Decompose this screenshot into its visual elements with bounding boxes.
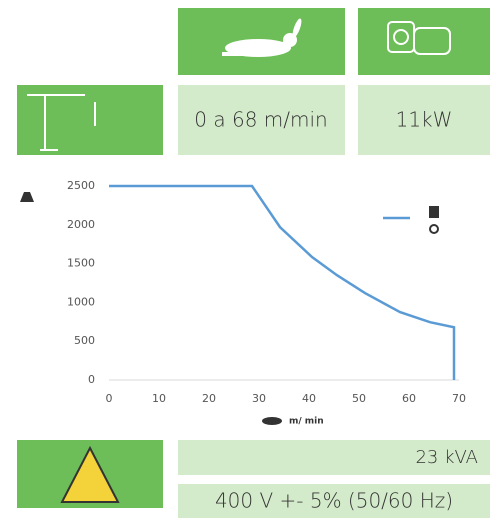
y-tick-label: 1500 xyxy=(67,257,95,270)
data-line xyxy=(109,186,454,380)
y-tick-label: 500 xyxy=(74,334,95,347)
voltage-text: 400 V +- 5% (50/60 Hz) xyxy=(215,489,453,513)
x-tick-label: 70 xyxy=(452,392,466,405)
x-tick-label: 0 xyxy=(106,392,113,405)
kva-text: 23 kVA xyxy=(415,447,478,468)
page: 0 a 68 m/min 11kW 0 500 1000 1500 2000 2500 0 1… xyxy=(0,0,503,518)
x-tick-label: 60 xyxy=(402,392,416,405)
x-tick-label: 30 xyxy=(252,392,266,405)
motor-icon-box xyxy=(358,8,490,75)
power-text: 11kW xyxy=(396,108,453,132)
x-tick-label: 20 xyxy=(202,392,216,405)
speed-text: 0 a 68 m/min xyxy=(194,108,327,132)
hook-icon xyxy=(429,206,439,233)
y-tick-label: 2000 xyxy=(67,218,95,231)
x-tick-label: 40 xyxy=(302,392,316,405)
weight-icon xyxy=(20,192,34,202)
y-tick-label: 1000 xyxy=(67,295,95,308)
x-tick-label: 10 xyxy=(152,392,166,405)
y-tick-label: 0 xyxy=(88,373,95,386)
y-tick-label: 2500 xyxy=(67,179,95,192)
chart: 0 500 1000 1500 2000 2500 0 10 20 30 40 50 60 70 m/ mi… xyxy=(67,179,466,427)
x-tick-label: 50 xyxy=(352,392,366,405)
rabbit-small-icon xyxy=(262,417,282,425)
x-axis-label: m/ min xyxy=(289,417,324,427)
